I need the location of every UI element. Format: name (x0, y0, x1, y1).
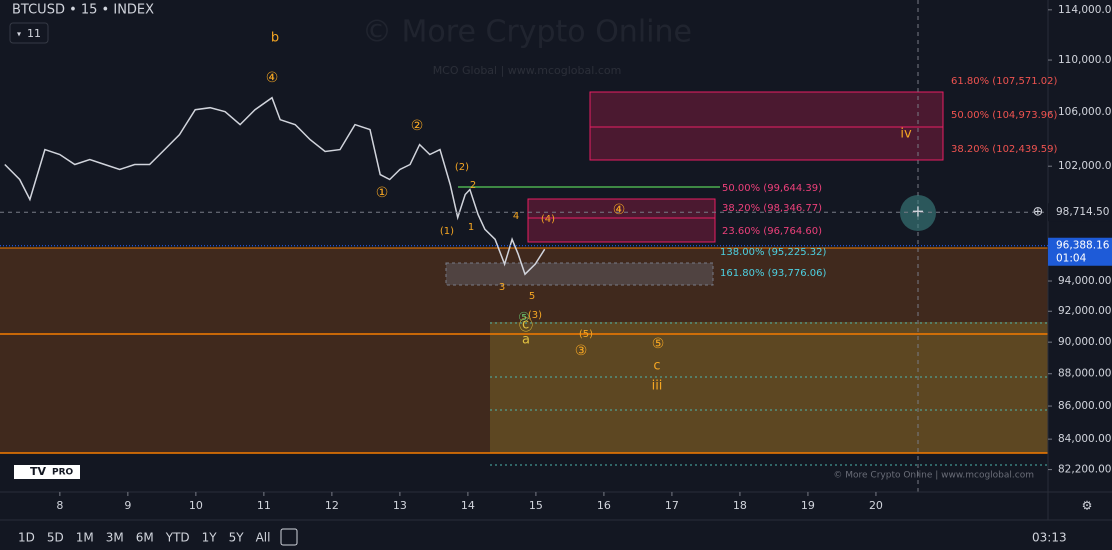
y-tick-label: 106,000.00 (1058, 106, 1112, 118)
date-range-button[interactable] (280, 528, 298, 546)
crosshair-handle[interactable] (900, 195, 936, 231)
wave-label: a (522, 333, 530, 348)
wave-label: 2 (470, 180, 476, 191)
wave-label: Ⓒ (519, 318, 533, 334)
chart-title: BTCUSD • 15 • INDEX (12, 3, 154, 18)
range-button[interactable]: 1D (18, 531, 35, 545)
logo-bg (14, 465, 80, 479)
wave-label: (5) (579, 329, 593, 340)
wave-label: 5 (529, 291, 535, 302)
dropdown-arrow: ▾ (17, 30, 21, 39)
fib-box (589, 91, 944, 161)
wave-label: (4) (541, 214, 555, 225)
x-tick-label: 12 (325, 499, 339, 512)
y-tick-label: 82,200.00 (1058, 464, 1111, 476)
wave-label: 1 (468, 222, 474, 233)
zone (0, 248, 1048, 453)
last-price-bg (1048, 237, 1112, 266)
last-price-countdown: 01:04 (1056, 253, 1087, 265)
wave-label: ⑤ (518, 311, 530, 326)
crosshair-label-bg (1048, 203, 1112, 222)
range-button[interactable]: 5D (47, 531, 64, 545)
x-tick-label: 9 (124, 499, 131, 512)
settings-icon[interactable]: ⚙ (1082, 499, 1093, 513)
x-tick-label: 18 (733, 499, 747, 512)
y-tick-label: 84,000.00 (1058, 433, 1111, 445)
interval-value[interactable]: 11 (27, 27, 41, 40)
range-button[interactable]: YTD (165, 531, 190, 545)
add-alert[interactable]: ⊕ (1033, 205, 1044, 220)
fib-label: 23.60% (96,764.60) (722, 226, 822, 237)
wave-label: iii (652, 379, 663, 394)
x-tick-label: 10 (189, 499, 203, 512)
y-tick-label: 88,000.00 (1058, 368, 1111, 380)
watermark: © More Crypto Online (362, 15, 692, 50)
wave-label: ⑤ (652, 336, 665, 352)
y-tick-label: 114,000.00 (1058, 4, 1112, 16)
x-tick-label: 8 (56, 499, 63, 512)
fib-box (527, 198, 716, 243)
zone (490, 322, 1048, 453)
wave-label: ④ (613, 202, 626, 218)
wave-label: ④ (266, 70, 279, 86)
wave-label: ③ (575, 343, 588, 359)
fib-label: 50.00% (99,644.39) (722, 183, 822, 194)
wave-label: (3) (528, 310, 542, 321)
crosshair-label: 98,714.50 (1056, 206, 1109, 218)
logo-mark: TV (30, 465, 47, 478)
wave-label: ① (376, 185, 389, 201)
wave-label: c (653, 359, 660, 374)
fib-label: 38.20% (98,346.77) (722, 203, 822, 214)
x-tick-label: 19 (801, 499, 815, 512)
y-tick-label: 92,000.00 (1058, 305, 1111, 317)
range-button[interactable]: 3M (106, 531, 124, 545)
x-tick-label: 20 (869, 499, 883, 512)
wave-label: 3 (499, 282, 505, 293)
price-line (4, 96, 546, 276)
x-tick-label: 15 (529, 499, 543, 512)
credit: © More Crypto Online | www.mcoglobal.com (833, 471, 1034, 481)
clock: 03:13 (1032, 531, 1067, 545)
logo: PRO (52, 468, 74, 478)
interval-dropdown[interactable] (9, 22, 49, 44)
x-tick-label: 14 (461, 499, 475, 512)
wave-label: iv (900, 127, 912, 142)
crosshair-plus: + (911, 202, 924, 221)
fib-label: 50.00% (104,973.96) (951, 110, 1057, 121)
x-tick-label: 16 (597, 499, 611, 512)
fib-label: 161.80% (93,776.06) (720, 268, 826, 279)
y-tick-label: 90,000.00 (1058, 336, 1111, 348)
range-button[interactable]: 6M (136, 531, 154, 545)
fib-box (445, 262, 714, 286)
fib-label: 138.00% (95,225.32) (720, 247, 826, 258)
last-price-label: 96,388.16 (1056, 240, 1110, 252)
watermark-sub: MCO Global | www.mcoglobal.com (433, 64, 622, 77)
x-tick-label: 17 (665, 499, 679, 512)
range-button[interactable]: 1Y (202, 531, 218, 545)
x-tick-label: 13 (393, 499, 407, 512)
wave-label: (1) (440, 226, 454, 237)
x-tick-label: 11 (257, 499, 271, 512)
y-tick-label: 94,000.00 (1058, 275, 1111, 287)
wave-label: 4 (513, 211, 519, 222)
fib-label: 38.20% (102,439.59) (951, 144, 1057, 155)
range-button[interactable]: All (256, 531, 271, 545)
y-tick-label: 102,000.00 (1058, 160, 1112, 172)
dotted-levels (490, 322, 1048, 466)
wave-label: ② (411, 118, 424, 134)
fib-label: 61.80% (107,571.02) (951, 76, 1057, 87)
y-tick-label: 86,000.00 (1058, 400, 1111, 412)
range-button[interactable]: 1M (76, 531, 94, 545)
wave-label: b (271, 31, 279, 46)
y-tick-label: 110,000.00 (1058, 54, 1112, 66)
range-button[interactable]: 5Y (229, 531, 245, 545)
wave-label: (2) (455, 162, 469, 173)
